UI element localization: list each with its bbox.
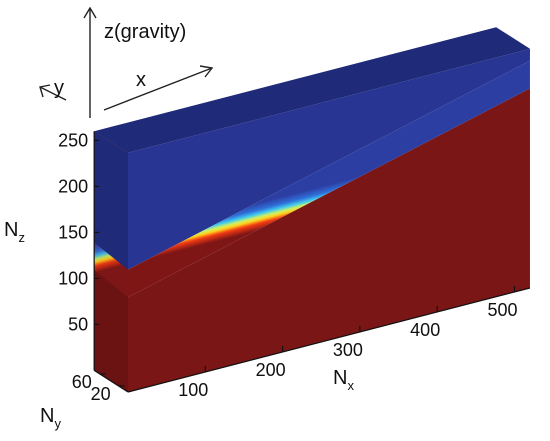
volume-top-face xyxy=(94,27,530,153)
volume-front-transition-band xyxy=(128,60,530,298)
x-axis-line xyxy=(127,287,531,393)
z-tick-label: 150 xyxy=(58,222,88,242)
volume-front-high-region xyxy=(128,88,530,393)
x-axis-label: Nx xyxy=(333,367,354,393)
y-tick-label: 60 xyxy=(72,372,92,392)
orientation-indicator: z(gravity) x y xyxy=(39,6,214,118)
x-direction-label: x xyxy=(136,69,146,91)
y-direction-arrow-line xyxy=(39,86,67,101)
volume-left-transition-band xyxy=(94,242,128,298)
z-tick-label: 250 xyxy=(58,130,88,150)
z-gravity-arrow-head xyxy=(83,6,97,19)
x-tick-label: 100 xyxy=(178,380,208,400)
z-axis-label: Nz xyxy=(4,219,25,245)
x-direction-arrow-line xyxy=(103,67,213,111)
z-gravity-label: z(gravity) xyxy=(104,21,186,43)
y-axis-label: Ny xyxy=(40,405,61,431)
x-tick-label: 300 xyxy=(333,340,363,360)
z-tick-label: 50 xyxy=(68,314,88,334)
volume-left-low-region xyxy=(94,131,128,270)
y-direction-arrow-head xyxy=(39,84,51,98)
volume-box xyxy=(94,27,530,393)
x-direction-arrow-head xyxy=(199,65,214,78)
x-tick-label: 400 xyxy=(410,320,440,340)
x-tick-label: 500 xyxy=(487,300,517,320)
x-tick-label: 200 xyxy=(256,360,286,380)
y-tick-label: 20 xyxy=(91,384,111,404)
y-direction-label: y xyxy=(54,77,64,99)
z-tick-label: 200 xyxy=(58,176,88,196)
volume-front-low-region xyxy=(128,48,530,270)
z-tick-label: 100 xyxy=(58,268,88,288)
